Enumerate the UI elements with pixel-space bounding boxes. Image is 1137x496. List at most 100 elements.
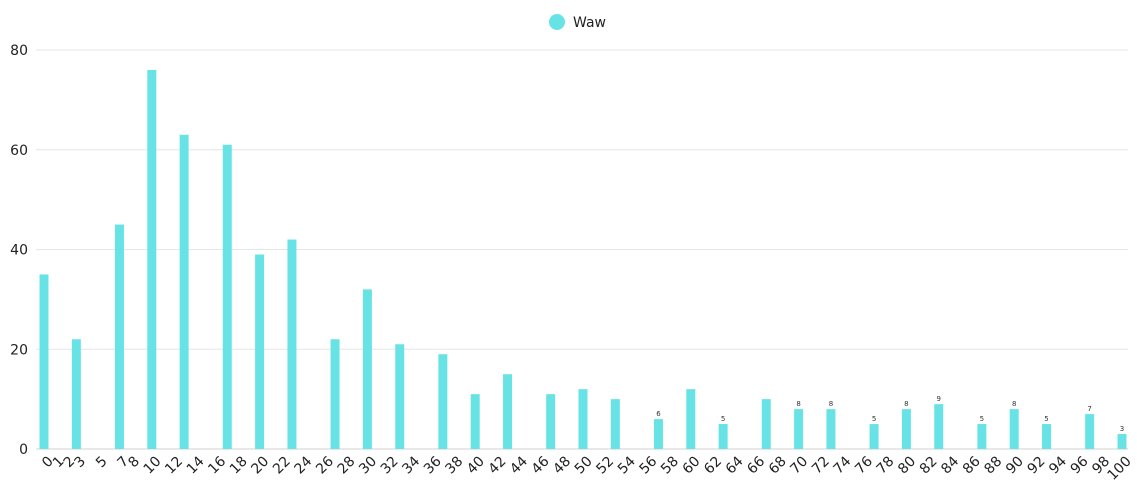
x-tick-label: 70 (787, 453, 811, 477)
x-tick-label: 74 (831, 453, 855, 477)
x-tick-label: 78 (874, 453, 898, 477)
bar[interactable] (653, 419, 663, 449)
x-tick-label: 64 (723, 453, 747, 477)
x-tick-label: 12 (162, 453, 186, 477)
bar[interactable] (761, 399, 771, 449)
bar[interactable] (1085, 414, 1095, 449)
bar[interactable] (1117, 434, 1127, 449)
data-label: 9 (937, 395, 941, 403)
x-tick-label: 92 (1025, 453, 1049, 477)
x-tick-label: 58 (658, 453, 682, 477)
x-tick-label: 14 (184, 453, 208, 477)
bar[interactable] (1009, 409, 1019, 449)
bar[interactable] (71, 339, 81, 449)
bar[interactable] (934, 404, 944, 449)
x-tick-label: 36 (421, 453, 445, 477)
x-tick-label: 82 (917, 453, 941, 477)
bar[interactable] (395, 344, 405, 449)
data-label: 5 (980, 415, 984, 423)
x-tick-label: 28 (335, 453, 359, 477)
x-tick-label: 20 (248, 453, 272, 477)
x-tick-label: 10 (141, 453, 165, 477)
x-tick-label: 66 (744, 453, 768, 477)
bars (39, 69, 1127, 449)
x-tick-label: 52 (593, 453, 617, 477)
data-label: 6 (656, 410, 661, 418)
x-tick-label: 26 (313, 453, 337, 477)
data-label: 8 (829, 400, 833, 408)
y-tick-label: 40 (10, 243, 28, 259)
bar[interactable] (686, 389, 696, 449)
bar[interactable] (826, 409, 836, 449)
bar[interactable] (1042, 424, 1052, 449)
bar[interactable] (222, 144, 232, 449)
data-label: 5 (872, 415, 876, 423)
x-tick-label: 86 (960, 453, 984, 477)
x-tick-label: 34 (399, 453, 423, 477)
x-tick-label: 30 (356, 453, 380, 477)
x-tick-label: 100 (1105, 453, 1135, 483)
bar[interactable] (147, 69, 157, 449)
x-tick-label: 94 (1046, 453, 1070, 477)
x-tick-label: 22 (270, 453, 294, 477)
bar[interactable] (578, 389, 588, 449)
bar[interactable] (362, 289, 372, 449)
legend-label-waw: Waw (573, 15, 606, 31)
data-label: 8 (904, 400, 908, 408)
data-label: 3 (1120, 425, 1124, 433)
x-tick-label: 5 (93, 453, 111, 471)
x-tick-label: 50 (572, 453, 596, 477)
bar[interactable] (977, 424, 987, 449)
x-tick-label: 46 (529, 453, 553, 477)
bar[interactable] (503, 374, 513, 449)
bar[interactable] (794, 409, 804, 449)
data-label: 5 (1044, 415, 1048, 423)
x-tick-label: 38 (442, 453, 466, 477)
bar[interactable] (255, 254, 265, 449)
bar[interactable] (39, 274, 49, 449)
bar[interactable] (330, 339, 340, 449)
x-tick-label: 48 (550, 453, 574, 477)
data-label: 8 (1012, 400, 1016, 408)
bar[interactable] (901, 409, 911, 449)
x-tick-label: 72 (809, 453, 833, 477)
bar[interactable] (546, 394, 556, 449)
data-label: 7 (1087, 405, 1091, 413)
x-tick-label: 54 (615, 453, 639, 477)
gridlines (36, 49, 1128, 450)
x-tick-label: 44 (507, 453, 531, 477)
bar[interactable] (287, 239, 297, 449)
bar[interactable] (718, 424, 728, 449)
x-tick-label: 24 (292, 453, 316, 477)
data-label: 5 (721, 415, 725, 423)
bar[interactable] (470, 394, 480, 449)
bar[interactable] (610, 399, 620, 449)
legend[interactable]: Waw (549, 14, 606, 31)
y-tick-label: 0 (19, 442, 28, 458)
x-tick-label: 16 (205, 453, 229, 477)
x-tick-label: 32 (378, 453, 402, 477)
bar[interactable] (438, 354, 448, 449)
x-tick-label: 88 (981, 453, 1005, 477)
x-tick-label: 68 (766, 453, 790, 477)
x-tick-label: 80 (895, 453, 919, 477)
x-tick-label: 76 (852, 453, 876, 477)
data-labels: 6 5 8 8 5 8 9 5 8 5 7 3 (656, 395, 1124, 433)
x-tick-label: 96 (1068, 453, 1092, 477)
x-tick-label: 42 (486, 453, 510, 477)
x-tick-label: 84 (938, 453, 962, 477)
bar[interactable] (869, 424, 879, 449)
y-tick-label: 20 (10, 342, 28, 358)
y-tick-label: 80 (10, 43, 28, 59)
x-tick-label: 18 (227, 453, 251, 477)
bar[interactable] (114, 224, 124, 449)
x-tick-label: 62 (701, 453, 725, 477)
x-tick-label: 40 (464, 453, 488, 477)
data-label: 8 (796, 400, 800, 408)
x-tick-label: 60 (680, 453, 704, 477)
bar[interactable] (179, 134, 189, 449)
y-axis: 0 20 40 60 80 (10, 43, 28, 458)
x-tick-label: 56 (636, 453, 660, 477)
